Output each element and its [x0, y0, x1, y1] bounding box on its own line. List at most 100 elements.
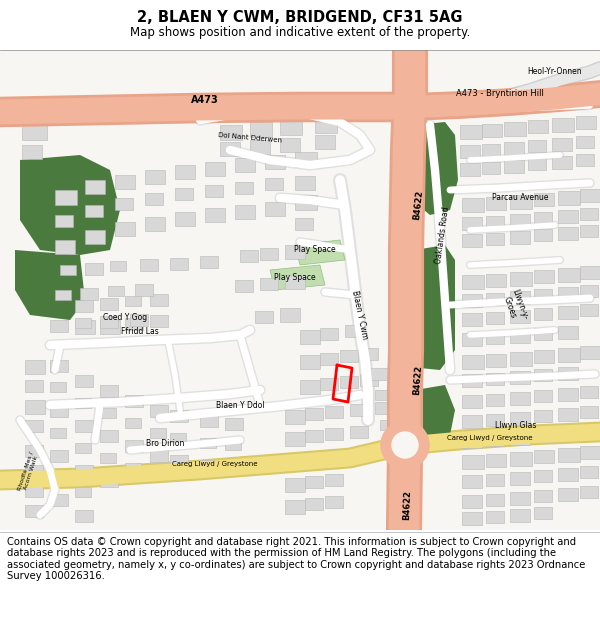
Bar: [305, 430, 323, 442]
Bar: [108, 286, 124, 296]
Text: Careg Llwyd / Greystone: Careg Llwyd / Greystone: [172, 461, 258, 467]
Bar: [486, 312, 504, 324]
Text: Bro Dirion: Bro Dirion: [146, 439, 184, 448]
Bar: [25, 380, 43, 392]
Bar: [285, 500, 305, 514]
Bar: [576, 154, 594, 166]
Bar: [300, 330, 320, 344]
Bar: [534, 350, 554, 363]
Bar: [486, 274, 506, 287]
Bar: [580, 346, 600, 359]
Bar: [135, 284, 153, 296]
Bar: [558, 210, 578, 223]
Bar: [462, 217, 482, 230]
Bar: [534, 308, 552, 320]
Bar: [175, 188, 193, 200]
Bar: [235, 280, 253, 292]
Bar: [576, 136, 594, 148]
Text: Oaklands Road: Oaklands Road: [434, 206, 451, 264]
Bar: [55, 290, 71, 300]
Bar: [510, 472, 530, 485]
Bar: [510, 509, 530, 522]
Bar: [295, 176, 315, 190]
Bar: [580, 486, 598, 498]
Bar: [486, 216, 504, 228]
Text: Careg Llwyd / Greystone: Careg Llwyd / Greystone: [447, 435, 533, 441]
Bar: [534, 212, 552, 224]
Text: B4622: B4622: [402, 490, 412, 520]
Bar: [534, 289, 552, 301]
Bar: [504, 142, 524, 155]
Bar: [50, 382, 66, 392]
Bar: [558, 287, 578, 300]
Bar: [325, 428, 343, 440]
Bar: [235, 182, 253, 194]
Bar: [375, 402, 393, 414]
Polygon shape: [412, 122, 458, 215]
Bar: [130, 314, 148, 326]
Bar: [462, 333, 482, 346]
Bar: [580, 466, 598, 478]
Bar: [55, 240, 75, 254]
Bar: [22, 125, 47, 140]
Bar: [170, 410, 188, 422]
Text: 2, BLAEN Y CWM, BRIDGEND, CF31 5AG: 2, BLAEN Y CWM, BRIDGEND, CF31 5AG: [137, 10, 463, 25]
Bar: [115, 175, 135, 189]
Bar: [325, 451, 343, 463]
Bar: [80, 288, 98, 300]
Bar: [85, 230, 105, 244]
Text: Rhodfa Mes /
Acorn Walk: Rhodfa Mes / Acorn Walk: [17, 451, 40, 493]
Bar: [85, 180, 105, 194]
Bar: [305, 498, 323, 510]
Bar: [280, 308, 300, 322]
Bar: [125, 463, 141, 473]
Bar: [558, 348, 580, 362]
Bar: [150, 450, 168, 462]
Bar: [295, 195, 317, 210]
Bar: [580, 406, 598, 418]
Bar: [534, 450, 554, 463]
Bar: [305, 453, 323, 465]
Text: Heol-Yr-Onnen: Heol-Yr-Onnen: [527, 68, 583, 76]
Bar: [486, 474, 504, 486]
Bar: [395, 415, 410, 425]
Bar: [350, 404, 368, 416]
Bar: [265, 155, 285, 169]
Bar: [260, 248, 278, 260]
Bar: [50, 494, 68, 506]
Bar: [528, 158, 546, 170]
Bar: [482, 162, 500, 174]
Text: Llwyn Glas: Llwyn Glas: [496, 421, 536, 429]
Bar: [580, 266, 600, 279]
Text: Parcau Avenue: Parcau Avenue: [492, 194, 548, 202]
Bar: [110, 261, 126, 271]
Bar: [528, 120, 548, 133]
Polygon shape: [270, 265, 325, 290]
Bar: [534, 369, 552, 381]
Bar: [462, 198, 484, 212]
Bar: [55, 190, 77, 205]
Bar: [295, 152, 317, 167]
Bar: [534, 490, 552, 502]
Bar: [240, 250, 258, 262]
Bar: [300, 355, 320, 369]
Bar: [235, 205, 255, 219]
Bar: [285, 455, 305, 469]
Bar: [558, 268, 580, 282]
Bar: [205, 162, 225, 176]
Bar: [280, 138, 300, 152]
Bar: [85, 205, 103, 217]
Bar: [305, 476, 323, 488]
Bar: [534, 193, 554, 206]
Bar: [534, 328, 552, 340]
Bar: [100, 320, 120, 334]
Bar: [50, 472, 66, 482]
Bar: [205, 185, 223, 197]
Bar: [325, 496, 343, 508]
Bar: [462, 475, 482, 488]
Bar: [486, 414, 504, 426]
Bar: [260, 278, 278, 290]
Bar: [150, 428, 166, 438]
Bar: [75, 318, 91, 328]
Text: Play Space: Play Space: [274, 274, 316, 282]
